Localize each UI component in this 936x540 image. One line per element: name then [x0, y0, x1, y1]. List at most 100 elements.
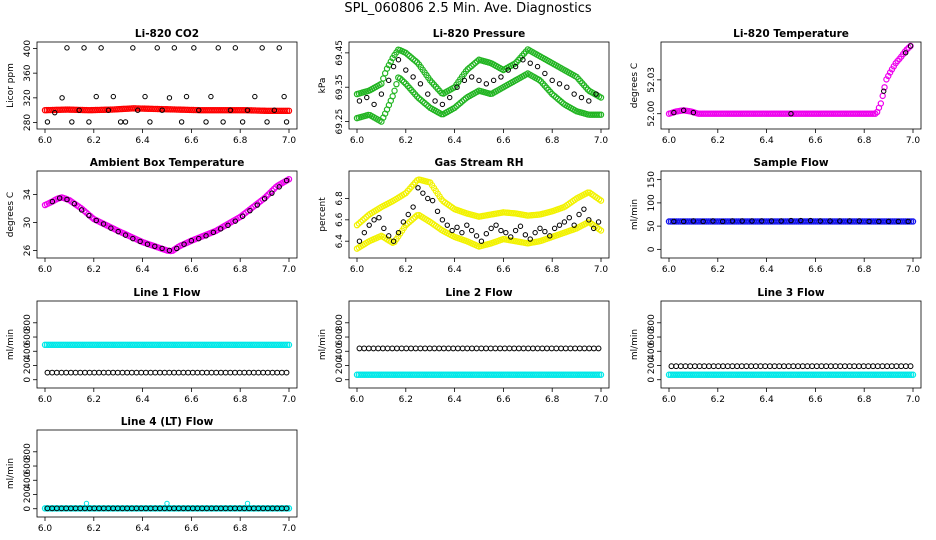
data-point — [375, 345, 382, 352]
data-point — [749, 218, 755, 224]
data-point — [413, 93, 421, 100]
y-axis-label: kPa — [318, 78, 328, 94]
series-box-temperature-samples — [49, 177, 290, 254]
series-line-4-spikes — [83, 500, 251, 507]
data-point — [396, 75, 404, 82]
data-point — [208, 369, 215, 376]
y-tick-label: 0 — [23, 506, 33, 512]
data-point — [668, 363, 675, 370]
data-point — [64, 45, 70, 51]
data-point — [281, 93, 287, 100]
data-point — [417, 81, 424, 87]
data-point — [503, 229, 509, 236]
series-rh-upper — [353, 176, 605, 229]
y-tick-label: 6.8 — [335, 191, 345, 206]
x-tick-label: 6.0 — [350, 265, 365, 275]
data-point — [522, 232, 529, 238]
x-tick-label: 6.2 — [711, 395, 725, 405]
x-tick-label: 7.0 — [594, 136, 609, 146]
data-point — [124, 369, 131, 376]
x-tick-label: 6.4 — [447, 136, 462, 146]
x-tick-label: 7.0 — [906, 136, 921, 146]
x-tick-label: 6.0 — [662, 395, 677, 405]
data-point — [690, 109, 697, 116]
data-point — [164, 500, 170, 507]
data-point — [220, 119, 226, 125]
data-point — [881, 88, 887, 94]
y-tick-label: 400 — [23, 40, 33, 57]
data-point — [398, 77, 406, 84]
data-point — [680, 218, 687, 225]
data-point — [366, 222, 372, 228]
data-point — [408, 345, 414, 352]
chart-panel-line4: Line 4 (LT) Flow ml/min 6.0 6.2 6.4 6.6 6.8 7.0… — [6, 416, 298, 534]
data-point — [512, 63, 519, 70]
plot-frame — [348, 170, 610, 259]
data-point — [449, 227, 455, 234]
data-point — [218, 369, 224, 376]
data-point — [809, 363, 815, 370]
data-point — [180, 369, 187, 376]
data-point — [487, 345, 494, 352]
data-point — [227, 369, 234, 376]
data-point — [386, 77, 392, 84]
data-point — [174, 245, 180, 252]
plot-data — [41, 500, 293, 512]
data-point — [879, 92, 886, 100]
data-point — [544, 345, 550, 352]
data-point — [100, 221, 107, 227]
x-tick-label: 6.0 — [350, 395, 365, 405]
y-tick-label: 800 — [23, 314, 33, 331]
data-point — [558, 345, 564, 352]
data-point — [597, 111, 605, 118]
chart-panel-line1: Line 1 Flow ml/min 6.0 6.2 6.4 6.6 6.8 7.0 0 2004… — [6, 287, 298, 405]
data-point — [700, 218, 706, 225]
data-point — [771, 363, 778, 370]
data-point — [225, 222, 231, 229]
y-tick-label: 200 — [335, 357, 345, 374]
data-point — [778, 218, 784, 224]
data-point — [469, 345, 475, 352]
data-point — [473, 233, 480, 239]
data-point — [710, 218, 716, 224]
data-point — [44, 369, 51, 376]
data-point — [199, 369, 206, 376]
x-tick-label: 6.6 — [184, 265, 199, 275]
x-tick-label: 6.0 — [38, 524, 53, 534]
data-point — [394, 345, 400, 352]
data-point — [551, 225, 558, 232]
data-point — [203, 233, 209, 239]
data-point — [405, 211, 411, 218]
data-point — [512, 227, 519, 234]
data-point — [781, 363, 787, 370]
data-point — [671, 109, 677, 116]
series-rh-samples — [356, 185, 602, 244]
data-point — [846, 363, 853, 370]
data-point — [246, 369, 252, 376]
data-point — [807, 217, 814, 224]
y-tick-label: 0 — [23, 377, 33, 383]
x-tick-label: 6.0 — [662, 265, 677, 275]
data-point — [376, 215, 382, 221]
data-point — [166, 369, 173, 376]
data-point — [464, 222, 470, 228]
data-point — [549, 77, 555, 84]
data-point — [870, 363, 876, 370]
data-point — [517, 223, 524, 229]
data-point — [356, 238, 363, 244]
data-point — [776, 363, 783, 370]
y-tick-label: 280 — [23, 114, 33, 131]
y-tick-label: 26 — [23, 245, 33, 257]
data-point — [185, 369, 191, 376]
data-point — [898, 363, 905, 370]
plot-title: Gas Stream RH — [434, 157, 523, 169]
data-point — [364, 94, 370, 101]
data-point — [78, 207, 85, 213]
data-point — [157, 369, 163, 376]
data-point — [903, 46, 911, 53]
data-point — [498, 227, 504, 234]
data-point — [539, 345, 546, 352]
data-point — [100, 369, 107, 376]
data-point — [59, 95, 65, 101]
